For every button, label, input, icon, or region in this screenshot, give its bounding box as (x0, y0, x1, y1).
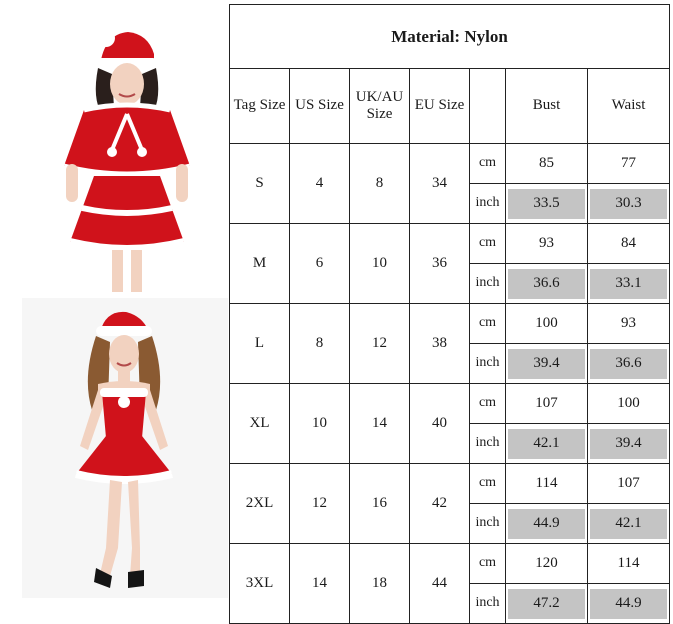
unit-cm-label: cm (469, 463, 506, 504)
unit-cm-label: cm (469, 303, 506, 344)
us-size-cell: 10 (289, 383, 350, 464)
waist-inch-cell: 36.6 (590, 348, 667, 379)
size-chart-table: Material: Nylon Tag Size US Size UK/AU S… (229, 4, 670, 624)
tag-size-cell: S (229, 143, 290, 224)
unit-cm-label: cm (469, 223, 506, 264)
us-size-cell: 6 (289, 223, 350, 304)
uk-au-size-cell: 10 (349, 223, 410, 304)
header-unit (469, 68, 506, 144)
bust-inch-cell: 36.6 (508, 268, 585, 299)
bust-inch-cell: 44.9 (508, 508, 585, 539)
header-tag-size: Tag Size (229, 68, 290, 144)
table-row: inch 36.6 33.1 (230, 263, 670, 304)
bust-inch-cell: 39.4 (508, 348, 585, 379)
tag-size-cell: XL (229, 383, 290, 464)
waist-inch-cell: 39.4 (590, 428, 667, 459)
waist-cm-cell: 93 (621, 314, 636, 331)
eu-size-cell: 34 (409, 143, 470, 224)
waist-cm-cell: 100 (617, 394, 640, 411)
us-size-cell: 8 (289, 303, 350, 384)
bust-cm-cell: 85 (539, 154, 554, 171)
uk-au-size-cell: 16 (349, 463, 410, 544)
unit-inch-label: inch (469, 583, 506, 624)
table-row: inch 39.4 36.6 (230, 343, 670, 384)
uk-au-size-cell: 14 (349, 383, 410, 464)
header-eu-size: EU Size (409, 68, 470, 144)
waist-inch-cell: 42.1 (590, 508, 667, 539)
waist-cm-cell: 77 (621, 154, 636, 171)
eu-size-cell: 38 (409, 303, 470, 384)
table-row: M 6 10 36 cm 93 84 (229, 223, 670, 304)
header-us-size: US Size (289, 68, 350, 144)
tag-size-cell: 2XL (229, 463, 290, 544)
bust-cm-cell: 93 (539, 234, 554, 251)
bust-cm-cell: 100 (535, 314, 558, 331)
header-waist: Waist (587, 68, 670, 144)
eu-size-cell: 42 (409, 463, 470, 544)
bust-cm-cell: 120 (535, 554, 558, 571)
unit-inch-label: inch (469, 343, 506, 384)
unit-inch-label: inch (469, 183, 506, 224)
table-row: inch 33.5 30.3 (230, 183, 670, 224)
bust-cm-cell: 114 (535, 474, 558, 491)
cape-outfit-illustration (63, 29, 191, 292)
product-photo-cape-outfit (22, 4, 228, 294)
table-row: L 8 12 38 cm 100 93 (229, 303, 670, 384)
header-bust: Bust (505, 68, 588, 144)
bust-inch-cell: 47.2 (508, 588, 585, 619)
tag-size-cell: M (229, 223, 290, 304)
table-row: 3XL 14 18 44 cm 120 114 (229, 543, 670, 624)
product-photo-strapless-dress (22, 298, 228, 598)
bust-inch-cell: 42.1 (508, 428, 585, 459)
table-row: S 4 8 34 cm 85 77 (229, 143, 670, 224)
unit-inch-label: inch (469, 263, 506, 304)
eu-size-cell: 36 (409, 223, 470, 304)
waist-cm-cell: 84 (621, 234, 636, 251)
uk-au-size-cell: 8 (349, 143, 410, 224)
material-title: Material: Nylon (229, 4, 670, 69)
us-size-cell: 14 (289, 543, 350, 624)
eu-size-cell: 40 (409, 383, 470, 464)
table-row: XL 10 14 40 cm 107 100 (229, 383, 670, 464)
us-size-cell: 12 (289, 463, 350, 544)
unit-cm-label: cm (469, 143, 506, 184)
bust-cm-cell: 107 (535, 394, 558, 411)
table-row: inch 44.9 42.1 (230, 503, 670, 544)
unit-cm-label: cm (469, 383, 506, 424)
waist-cm-cell: 107 (617, 474, 640, 491)
waist-cm-cell: 114 (617, 554, 640, 571)
waist-inch-cell: 30.3 (590, 188, 667, 219)
unit-inch-label: inch (469, 423, 506, 464)
bust-inch-cell: 33.5 (508, 188, 585, 219)
uk-au-size-cell: 18 (349, 543, 410, 624)
unit-cm-label: cm (469, 543, 506, 584)
table-row: 2XL 12 16 42 cm 114 107 (229, 463, 670, 544)
waist-inch-cell: 44.9 (590, 588, 667, 619)
tag-size-cell: 3XL (229, 543, 290, 624)
tag-size-cell: L (229, 303, 290, 384)
waist-inch-cell: 33.1 (590, 268, 667, 299)
eu-size-cell: 44 (409, 543, 470, 624)
header-uk-au-size: UK/AU Size (349, 68, 410, 144)
table-row: inch 42.1 39.4 (230, 423, 670, 464)
us-size-cell: 4 (289, 143, 350, 224)
strapless-dress-illustration (75, 311, 173, 588)
unit-inch-label: inch (469, 503, 506, 544)
uk-au-size-cell: 12 (349, 303, 410, 384)
